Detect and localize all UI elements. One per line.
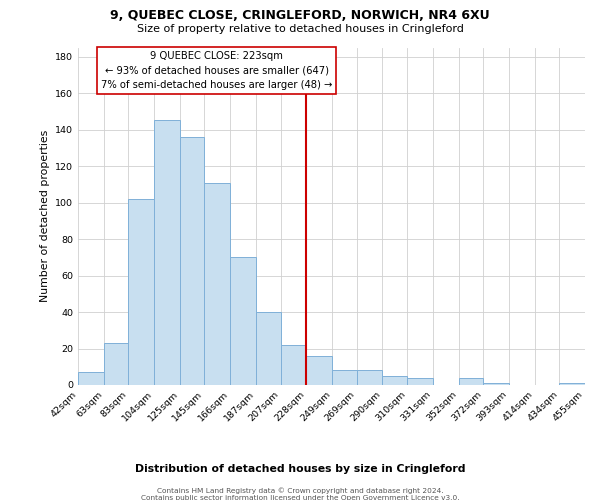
Bar (230, 258, 256, 385)
Text: Distribution of detached houses by size in Cringleford: Distribution of detached houses by size … (135, 464, 465, 474)
Bar (307, 356, 332, 385)
Bar (281, 345, 307, 385)
Bar (483, 383, 509, 385)
Text: Contains HM Land Registry data © Crown copyright and database right 2024.: Contains HM Land Registry data © Crown c… (157, 487, 443, 494)
Text: Size of property relative to detached houses in Cringleford: Size of property relative to detached ho… (137, 24, 463, 34)
Bar (104, 343, 128, 385)
Bar (356, 370, 382, 385)
Bar (458, 378, 483, 385)
Bar (78, 372, 104, 385)
Bar (128, 199, 154, 385)
Bar (205, 182, 230, 385)
Text: 9 QUEBEC CLOSE: 223sqm
← 93% of detached houses are smaller (647)
7% of semi-det: 9 QUEBEC CLOSE: 223sqm ← 93% of detached… (101, 51, 332, 90)
Text: 9, QUEBEC CLOSE, CRINGLEFORD, NORWICH, NR4 6XU: 9, QUEBEC CLOSE, CRINGLEFORD, NORWICH, N… (110, 9, 490, 22)
Bar (256, 312, 281, 385)
Bar (559, 383, 585, 385)
Bar (332, 370, 356, 385)
Bar (407, 378, 433, 385)
Bar (154, 120, 180, 385)
Y-axis label: Number of detached properties: Number of detached properties (40, 130, 50, 302)
Bar (382, 376, 407, 385)
Bar (180, 137, 205, 385)
Text: Contains public sector information licensed under the Open Government Licence v3: Contains public sector information licen… (140, 495, 460, 500)
